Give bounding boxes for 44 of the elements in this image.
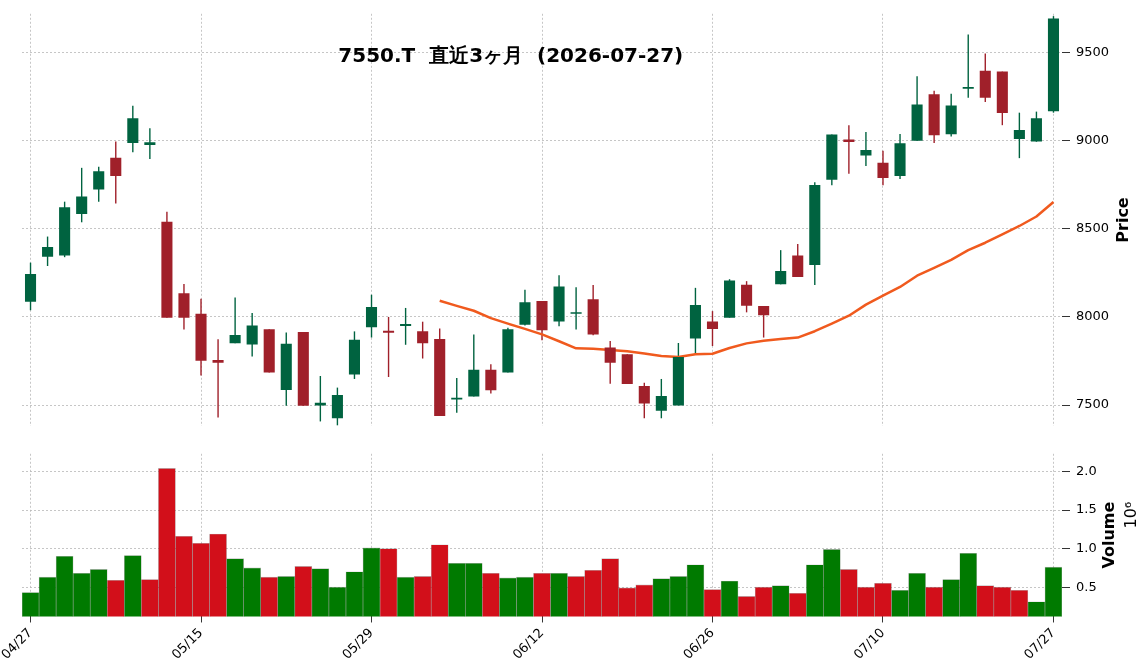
candlestick	[110, 140, 122, 205]
candlestick	[383, 316, 395, 378]
candlestick	[144, 127, 156, 160]
y-tick-label: 9500	[1076, 43, 1110, 59]
candlestick	[400, 307, 412, 346]
candlestick	[655, 378, 667, 419]
candlestick	[860, 131, 872, 167]
text: 7550.T 直近3ヶ月 (2026-07-27)	[338, 43, 684, 67]
candlestick	[246, 312, 258, 358]
candlestick	[843, 124, 855, 175]
candlestick	[1013, 111, 1025, 159]
candlestick	[775, 249, 787, 286]
candlestick	[758, 305, 770, 339]
candlestick	[417, 320, 429, 360]
candlestick	[604, 340, 616, 385]
candlestick	[877, 150, 889, 186]
candlestick	[76, 167, 88, 223]
candlestick	[93, 166, 105, 203]
y-axis-title: Price	[1113, 197, 1133, 243]
candlestick	[331, 386, 343, 427]
y-tick-label: 1.5	[1076, 501, 1097, 517]
candlestick	[570, 286, 582, 331]
candlestick	[706, 310, 719, 347]
candlestick	[42, 235, 54, 267]
y-tick-label: 2.0	[1076, 462, 1097, 478]
y-tick-label: 1.0	[1076, 540, 1097, 556]
candlestick	[212, 338, 224, 419]
candlestick	[792, 243, 804, 278]
candlestick	[229, 296, 241, 345]
candlestick	[485, 363, 497, 395]
candlestick	[1030, 110, 1042, 143]
y-axis-title: Volume	[1099, 501, 1119, 569]
candlestick	[638, 382, 650, 419]
candlestick	[741, 280, 753, 314]
candlestick	[451, 377, 463, 414]
y-tick-label: 8000	[1076, 308, 1110, 324]
y-tick-label: 0.5	[1076, 578, 1097, 594]
y-tick-label: 9000	[1076, 132, 1110, 148]
y-tick-label: 7500	[1076, 396, 1110, 412]
candlestick	[519, 289, 531, 327]
candlestick	[365, 294, 378, 339]
y-tick-label: 8500	[1076, 220, 1110, 236]
candlestick	[962, 33, 974, 99]
text: 10⁶	[1121, 501, 1141, 529]
